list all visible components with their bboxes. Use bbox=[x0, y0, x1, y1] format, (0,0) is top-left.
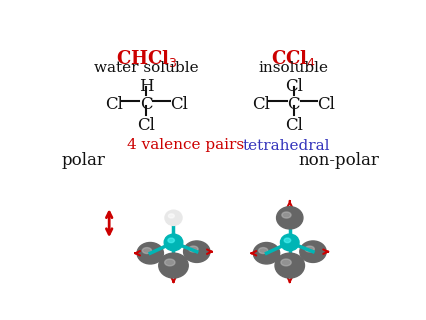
Ellipse shape bbox=[281, 212, 291, 218]
Ellipse shape bbox=[164, 259, 175, 266]
Text: water soluble: water soluble bbox=[94, 61, 198, 76]
Text: Cl: Cl bbox=[137, 117, 155, 134]
Ellipse shape bbox=[142, 248, 151, 253]
Text: non-polar: non-polar bbox=[297, 152, 378, 169]
Ellipse shape bbox=[305, 246, 314, 252]
Text: Cl: Cl bbox=[284, 78, 302, 95]
Ellipse shape bbox=[168, 214, 174, 218]
Text: Cl: Cl bbox=[105, 96, 123, 113]
Ellipse shape bbox=[183, 241, 210, 262]
Text: Cl: Cl bbox=[170, 96, 187, 113]
Ellipse shape bbox=[137, 243, 163, 264]
Text: Cl: Cl bbox=[251, 96, 269, 113]
Text: CHCl$_3$: CHCl$_3$ bbox=[115, 48, 177, 68]
Text: C: C bbox=[287, 96, 299, 113]
Ellipse shape bbox=[164, 234, 182, 251]
Text: polar: polar bbox=[61, 152, 105, 169]
Ellipse shape bbox=[284, 238, 290, 243]
Text: Cl: Cl bbox=[284, 117, 302, 134]
Ellipse shape bbox=[167, 238, 174, 243]
Ellipse shape bbox=[164, 210, 181, 225]
Text: tetrahedral: tetrahedral bbox=[242, 139, 329, 153]
Text: 4 valence pairs: 4 valence pairs bbox=[126, 139, 243, 153]
Ellipse shape bbox=[253, 243, 279, 264]
Ellipse shape bbox=[188, 246, 198, 252]
Text: Cl: Cl bbox=[317, 96, 334, 113]
Ellipse shape bbox=[274, 253, 304, 278]
Text: H: H bbox=[139, 78, 153, 95]
Text: C: C bbox=[140, 96, 153, 113]
Text: CCl$_4$: CCl$_4$ bbox=[271, 48, 315, 68]
Ellipse shape bbox=[280, 234, 298, 251]
Ellipse shape bbox=[276, 207, 302, 229]
Text: insoluble: insoluble bbox=[258, 61, 328, 76]
Ellipse shape bbox=[299, 241, 325, 262]
Ellipse shape bbox=[280, 259, 291, 266]
Ellipse shape bbox=[158, 253, 188, 278]
Ellipse shape bbox=[258, 248, 267, 253]
